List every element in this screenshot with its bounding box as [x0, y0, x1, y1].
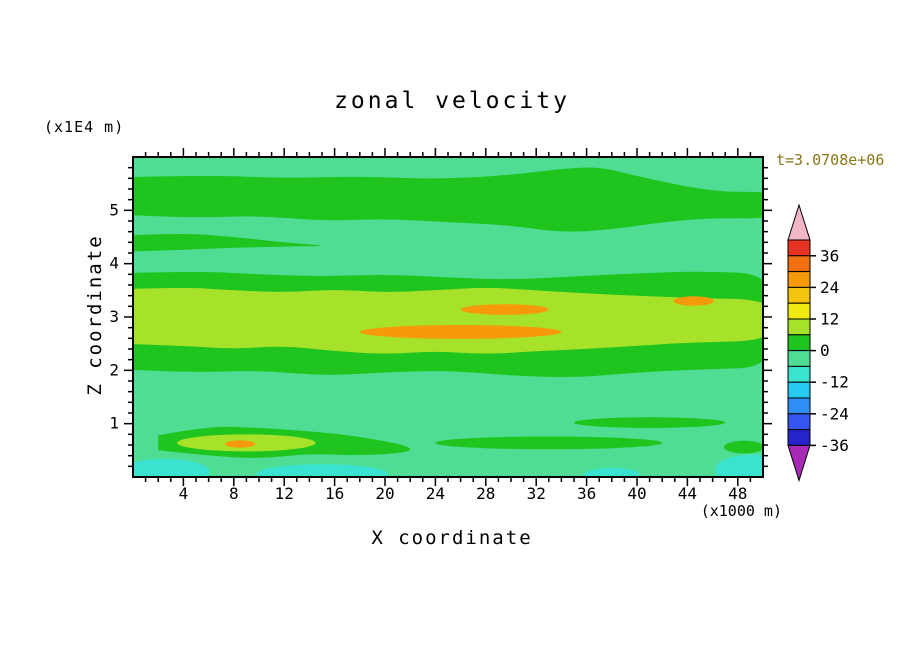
x-axis-unit-label: (x1000 m)	[700, 502, 782, 520]
x-tick-label: 16	[325, 484, 344, 503]
y-tick-label: 5	[109, 200, 119, 219]
contour-field	[133, 157, 763, 477]
contour-blob-orange	[673, 296, 714, 306]
colorbar-top-arrow	[787, 203, 811, 241]
y-tick-label: 2	[109, 360, 119, 379]
contour-blob-turquoise	[584, 467, 640, 477]
contour-blob-turquoise	[715, 454, 763, 477]
contour-blob-green	[574, 417, 726, 428]
x-tick-label: 20	[375, 484, 394, 503]
colorbar-label: 36	[820, 246, 839, 265]
colorbar-segment-orange	[787, 271, 811, 288]
colorbar-segment-navy	[787, 429, 811, 446]
x-axis-label: X coordinate	[371, 527, 533, 549]
x-tick-label: 12	[275, 484, 294, 503]
contour-band-green	[133, 167, 763, 232]
y-tick-label: 4	[109, 254, 119, 273]
contour-blob-turquoise	[256, 464, 388, 477]
contour-blob-orange	[359, 325, 562, 339]
colorbar: 36 24 12 0 -12 -24 -36	[787, 203, 849, 483]
colorbar-segment-turquoise	[787, 365, 811, 383]
colorbar-label: -24	[820, 404, 849, 423]
colorbar-segment-green	[787, 334, 811, 352]
colorbar-segment-spring_green	[787, 350, 811, 367]
colorbar-label: -12	[820, 373, 849, 392]
y-tick-label: 3	[109, 307, 119, 326]
x-tick-label: 44	[678, 484, 697, 503]
colorbar-label: 24	[820, 278, 839, 297]
colorbar-label: 12	[820, 310, 839, 329]
contour-blob-green	[723, 440, 763, 454]
colorbar-segment-yellow_green	[787, 318, 811, 336]
time-annotation: t=3.0708e+06	[776, 151, 885, 169]
contour-blob-green	[435, 436, 663, 450]
contour-blob-turquoise	[133, 458, 210, 477]
x-tick-label: 36	[577, 484, 596, 503]
colorbar-segment-cyan	[787, 381, 811, 399]
contour-blob-orange	[224, 440, 256, 448]
colorbar-segment-amber	[787, 286, 811, 304]
colorbar-segment-red	[787, 239, 811, 257]
x-tick-label: 32	[527, 484, 546, 503]
axes	[124, 148, 772, 486]
x-tick-label: 28	[476, 484, 495, 503]
y-axis-label: Z coordinate	[84, 234, 106, 396]
contour-blob-orange	[460, 304, 549, 315]
colorbar-label: -36	[820, 436, 849, 455]
colorbar-segment-azure	[787, 397, 811, 415]
x-tick-label: 24	[426, 484, 445, 503]
contour-band-yellow_green	[133, 287, 763, 354]
colorbar-label: 0	[820, 341, 830, 360]
chart-title: zonal velocity	[334, 88, 570, 114]
colorbar-segment-blue	[787, 413, 811, 431]
colorbar-bottom-arrow	[787, 444, 811, 483]
contour-band-green	[133, 234, 322, 252]
x-tick-label: 48	[728, 484, 747, 503]
colorbar-segment-orange_red	[787, 255, 811, 273]
x-tick-label: 40	[627, 484, 646, 503]
x-tick-label: 4	[179, 484, 189, 503]
y-axis-unit-label: (x1E4 m)	[44, 118, 125, 136]
x-tick-label: 8	[229, 484, 239, 503]
y-tick-label: 1	[109, 414, 119, 433]
colorbar-segment-yellow	[787, 302, 811, 320]
